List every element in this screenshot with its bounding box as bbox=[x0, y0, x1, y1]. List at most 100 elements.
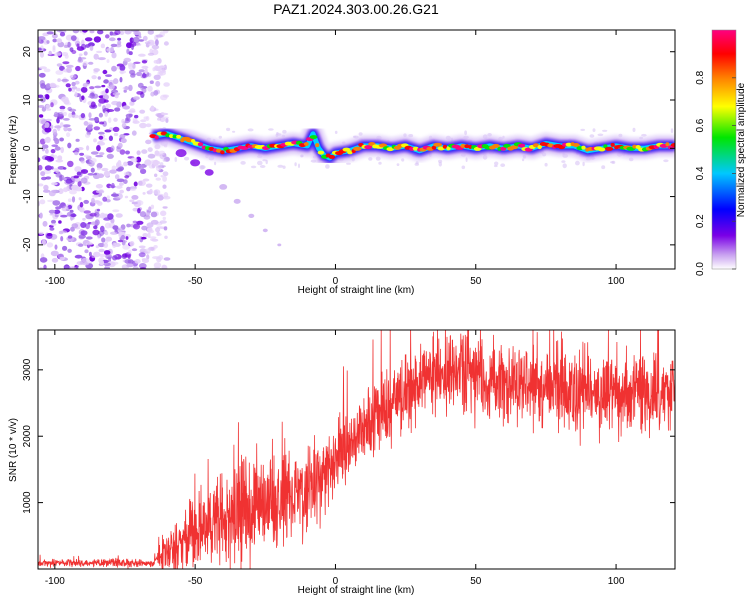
noise-blob bbox=[153, 266, 162, 269]
tail-blob bbox=[219, 184, 228, 190]
noise-blob bbox=[108, 37, 116, 42]
noise-blob bbox=[102, 69, 108, 75]
noise-blob bbox=[46, 83, 51, 89]
faint-blob bbox=[575, 160, 580, 166]
noise-blob bbox=[157, 117, 162, 121]
noise-blob bbox=[89, 45, 94, 51]
noise-blob bbox=[106, 109, 115, 112]
faint-blob bbox=[464, 130, 467, 136]
noise-blob bbox=[159, 65, 166, 68]
noise-blob bbox=[52, 47, 56, 53]
noise-blob bbox=[117, 227, 123, 232]
spectrogram-x-label: Height of straight line (km) bbox=[298, 285, 415, 296]
noise-blob bbox=[89, 30, 95, 34]
noise-blob bbox=[44, 127, 52, 133]
noise-blob bbox=[132, 220, 138, 224]
faint-blob bbox=[561, 160, 566, 163]
noise-blob bbox=[140, 236, 147, 240]
x-tick-label: -50 bbox=[188, 276, 203, 287]
noise-blob bbox=[60, 214, 68, 218]
tail-blob bbox=[233, 198, 241, 204]
noise-blob bbox=[53, 135, 57, 140]
ridge-core-blob bbox=[353, 146, 362, 151]
x-tick-label: 0 bbox=[333, 276, 339, 287]
tail-blob bbox=[175, 149, 187, 158]
faint-blob bbox=[346, 162, 351, 165]
noise-blob bbox=[53, 52, 62, 57]
noise-blob bbox=[76, 46, 85, 51]
noise-blob bbox=[157, 195, 164, 201]
noise-blob bbox=[116, 185, 123, 189]
noise-blob bbox=[129, 241, 135, 247]
noise-blob bbox=[105, 88, 109, 94]
noise-blob bbox=[96, 208, 101, 212]
noise-blob bbox=[81, 95, 85, 101]
faint-blob bbox=[663, 159, 669, 163]
ridge-core-blob bbox=[191, 139, 196, 143]
noise-blob bbox=[38, 95, 42, 98]
noise-blob bbox=[139, 109, 146, 114]
ridge-core-blob bbox=[565, 142, 573, 147]
noise-blob bbox=[38, 72, 46, 78]
noise-blob bbox=[97, 140, 104, 146]
noise-blob bbox=[71, 86, 78, 90]
faint-blob bbox=[582, 161, 585, 167]
noise-blob bbox=[63, 118, 70, 121]
noise-blob bbox=[123, 179, 128, 185]
ridge-core-blob bbox=[328, 154, 336, 159]
noise-blob bbox=[110, 145, 115, 152]
noise-blob bbox=[83, 210, 91, 214]
noise-blob bbox=[117, 40, 122, 45]
noise-blob bbox=[59, 105, 66, 110]
noise-blob bbox=[112, 225, 119, 231]
noise-blob bbox=[119, 30, 125, 35]
noise-blob bbox=[129, 69, 136, 75]
noise-blob bbox=[46, 108, 52, 111]
noise-blob bbox=[163, 257, 171, 261]
snr-x-label: Height of straight line (km) bbox=[298, 585, 415, 596]
x-tick-label: -50 bbox=[188, 576, 203, 587]
tail-blob bbox=[190, 159, 201, 167]
noise-blob bbox=[123, 89, 127, 93]
noise-blob bbox=[78, 243, 84, 247]
noise-blob bbox=[38, 36, 42, 43]
noise-blob bbox=[74, 187, 83, 192]
noise-blob bbox=[71, 223, 79, 229]
noise-blob bbox=[120, 138, 127, 144]
noise-blob bbox=[38, 231, 44, 235]
noise-blob bbox=[79, 206, 85, 213]
noise-blob bbox=[57, 125, 61, 132]
noise-blob bbox=[87, 122, 93, 125]
noise-blob bbox=[79, 201, 84, 208]
noise-blob bbox=[145, 123, 152, 128]
noise-blob bbox=[67, 235, 73, 239]
noise-blob bbox=[108, 135, 113, 142]
noise-blob bbox=[153, 90, 159, 96]
noise-blob bbox=[130, 73, 136, 78]
noise-blob bbox=[39, 66, 47, 70]
noise-blob bbox=[59, 31, 66, 37]
noise-blob bbox=[98, 135, 104, 140]
noise-blob bbox=[52, 200, 61, 206]
noise-blob bbox=[91, 92, 95, 97]
noise-blob bbox=[131, 130, 137, 136]
noise-blob bbox=[158, 254, 164, 261]
noise-blob bbox=[49, 227, 55, 231]
noise-blob bbox=[89, 157, 97, 164]
noise-blob bbox=[119, 149, 126, 155]
ridge-core-blob bbox=[500, 146, 507, 151]
noise-blob bbox=[100, 225, 105, 232]
noise-blob bbox=[67, 142, 72, 149]
noise-blob bbox=[104, 222, 112, 229]
y-tick-label: 10 bbox=[22, 94, 33, 106]
noise-blob bbox=[162, 206, 168, 209]
noise-blob bbox=[111, 165, 117, 171]
noise-blob bbox=[163, 82, 170, 87]
noise-blob bbox=[59, 65, 65, 71]
noise-blob bbox=[56, 171, 61, 177]
noise-blob bbox=[94, 172, 97, 176]
noise-blob bbox=[155, 34, 163, 38]
noise-blob bbox=[38, 164, 43, 171]
noise-blob bbox=[156, 233, 162, 236]
noise-blob bbox=[136, 71, 143, 77]
